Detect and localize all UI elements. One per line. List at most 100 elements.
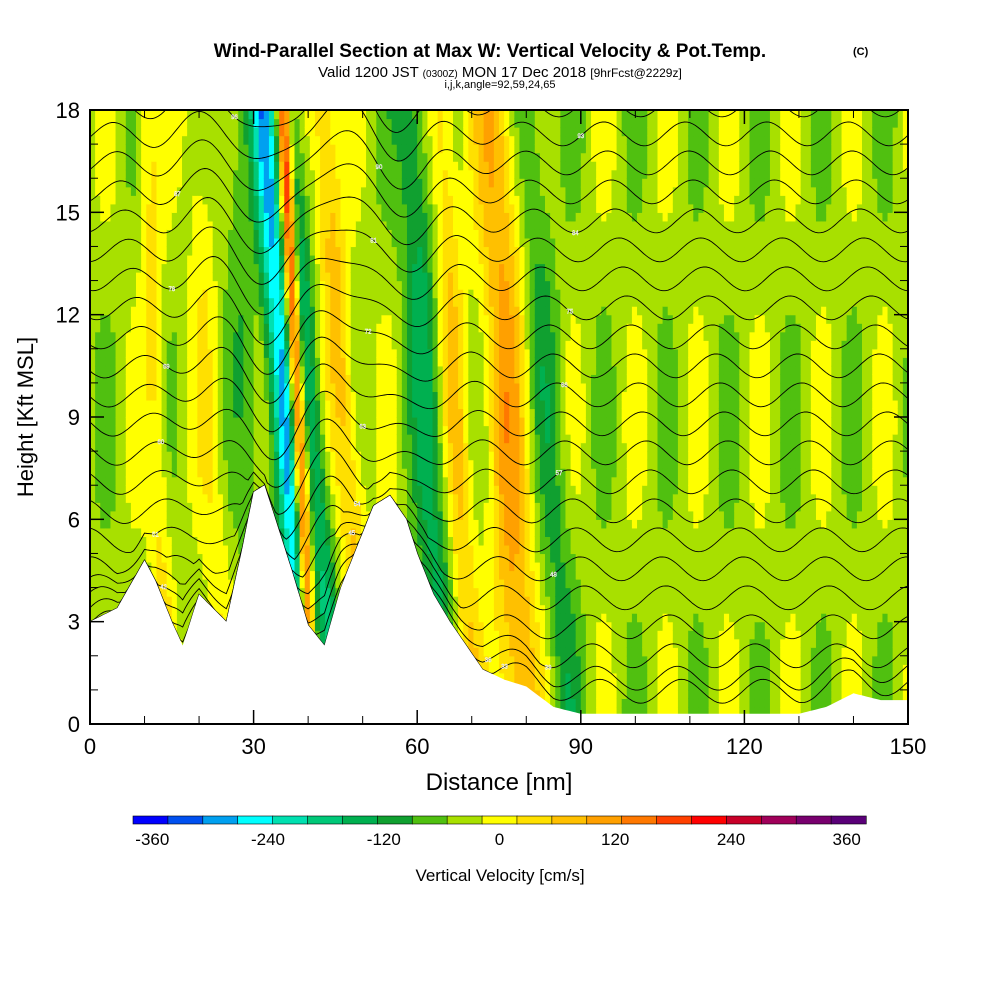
velocity-cell [335, 391, 342, 401]
velocity-cell [125, 365, 132, 375]
velocity-cell [141, 485, 147, 495]
velocity-cell [141, 323, 147, 333]
velocity-cell [289, 382, 296, 393]
velocity-cell [330, 425, 336, 435]
velocity-cell [401, 246, 408, 256]
velocity-cell [182, 485, 188, 495]
vertical-velocity-field [90, 110, 908, 724]
velocity-cell [161, 357, 168, 367]
velocity-cell [406, 186, 413, 196]
velocity-cell [274, 169, 280, 179]
velocity-cell [386, 331, 393, 341]
velocity-cell [360, 348, 367, 358]
velocity-cell [141, 357, 147, 367]
velocity-cell [171, 323, 178, 333]
velocity-cell [417, 272, 423, 282]
velocity-cell [340, 280, 347, 290]
velocity-cell [401, 306, 408, 316]
velocity-cell [120, 425, 127, 435]
velocity-cell [294, 553, 301, 563]
velocity-cell [289, 289, 296, 299]
velocity-cell [412, 110, 418, 120]
velocity-cell [120, 161, 127, 171]
velocity-cell [248, 374, 255, 384]
velocity-cell [166, 289, 173, 299]
velocity-cell [335, 280, 342, 290]
velocity-cell [141, 272, 147, 282]
velocity-cell [248, 442, 255, 452]
velocity-cell [243, 314, 250, 324]
velocity-cell [325, 203, 331, 213]
velocity-cell [309, 110, 316, 120]
velocity-cell [253, 314, 260, 324]
velocity-cell [340, 118, 347, 128]
velocity-cell [314, 459, 321, 469]
velocity-cell [253, 306, 260, 316]
velocity-cell [100, 425, 106, 435]
velocity-cell [335, 348, 342, 358]
velocity-cell [141, 536, 147, 546]
velocity-cell [350, 263, 357, 273]
velocity-cell [110, 374, 117, 384]
velocity-cell [151, 280, 158, 290]
velocity-cell [166, 212, 173, 222]
velocity-cell [95, 468, 101, 478]
velocity-cell [110, 570, 117, 580]
velocity-cell [228, 544, 234, 555]
velocity-cell [243, 485, 250, 495]
velocity-cell [110, 229, 117, 239]
velocity-cell [294, 203, 301, 213]
velocity-cell [197, 570, 204, 580]
velocity-cell [268, 220, 275, 230]
velocity-cell [187, 493, 193, 503]
velocity-cell [248, 485, 255, 495]
velocity-cell [176, 374, 183, 384]
velocity-cell [417, 340, 423, 350]
velocity-cell [437, 596, 444, 606]
velocity-cell [141, 169, 147, 179]
velocity-cell [222, 544, 229, 555]
velocity-cell [161, 203, 168, 213]
velocity-cell [115, 169, 122, 179]
velocity-cell [330, 144, 336, 154]
velocity-cell [207, 297, 214, 307]
velocity-cell [115, 374, 122, 384]
velocity-cell [263, 161, 270, 171]
velocity-cell [320, 527, 326, 537]
velocity-cell [182, 229, 188, 239]
velocity-cell [350, 254, 357, 265]
velocity-cell [217, 118, 224, 128]
velocity-cell [136, 527, 142, 537]
velocity-cell [171, 468, 178, 478]
velocity-cell [320, 510, 326, 520]
velocity-cell [427, 340, 434, 350]
velocity-cell [289, 434, 296, 444]
velocity-cell [371, 212, 377, 222]
velocity-cell [187, 502, 193, 512]
velocity-cell [171, 348, 178, 358]
velocity-cell [243, 340, 250, 350]
velocity-cell [136, 144, 142, 154]
velocity-cell [299, 169, 306, 179]
velocity-cell [171, 280, 178, 290]
velocity-cell [222, 527, 229, 537]
velocity-cell [176, 596, 183, 606]
velocity-cell [366, 135, 372, 145]
velocity-cell [417, 502, 423, 512]
velocity-cell [228, 118, 234, 128]
velocity-cell [294, 161, 301, 171]
velocity-cell [360, 118, 367, 128]
velocity-cell [182, 323, 188, 333]
velocity-cell [422, 169, 429, 179]
velocity-cell [110, 272, 117, 282]
velocity-cell [207, 203, 214, 213]
velocity-cell [100, 544, 106, 555]
velocity-cell [156, 220, 163, 230]
subtitle-valid-time: Valid 1200 JST [318, 64, 418, 81]
velocity-cell [258, 178, 265, 188]
velocity-cell [391, 493, 398, 503]
velocity-cell [176, 229, 183, 239]
velocity-cell [396, 203, 403, 213]
velocity-cell [212, 186, 219, 196]
velocity-cell [248, 118, 255, 128]
